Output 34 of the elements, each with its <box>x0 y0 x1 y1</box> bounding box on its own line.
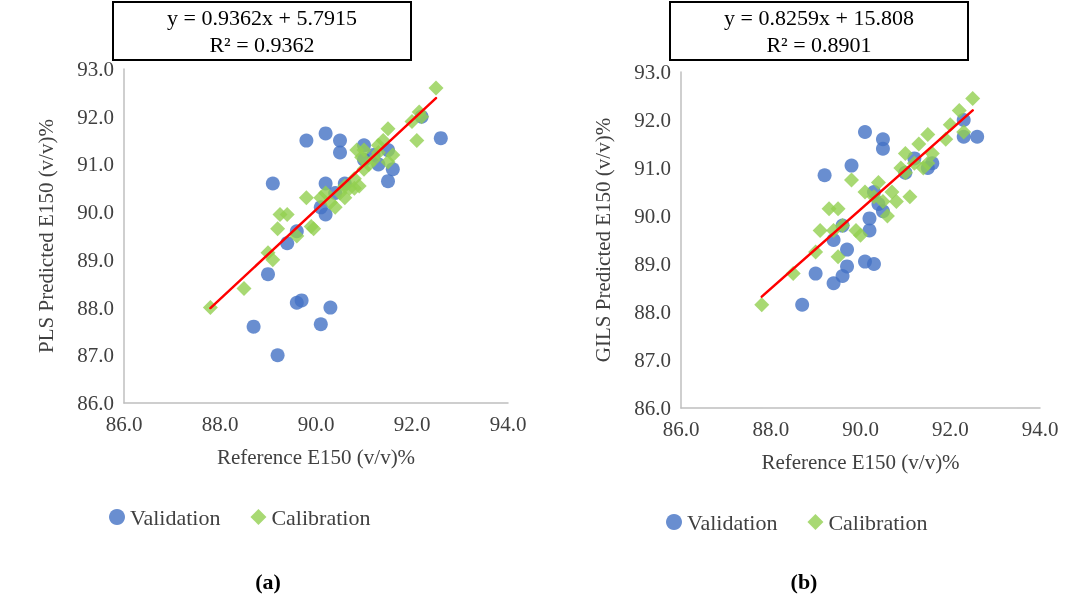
y-tick-label: 87.0 <box>77 343 114 368</box>
y-tick-label: 92.0 <box>634 108 671 132</box>
x-tick-label: 90.0 <box>842 416 879 441</box>
legend-label: Validation <box>687 509 778 535</box>
y-tick-label: 93.0 <box>77 57 114 81</box>
y-tick-label: 90.0 <box>77 200 114 225</box>
x-axis-title: Reference E150 (v/v)% <box>216 444 416 469</box>
legend-label: Validation <box>130 504 221 530</box>
x-tick-label: 94.0 <box>1021 416 1059 441</box>
y-tick-label: 93.0 <box>634 60 671 84</box>
text: (a) <box>255 568 281 594</box>
legend-label: Calibration <box>271 504 371 530</box>
y-tick-label: 89.0 <box>77 247 114 272</box>
equation-box: y = 0.8259x + 15.808 R² = 0.8901 <box>669 1 969 61</box>
y-tick-label: 91.0 <box>634 156 671 180</box>
equation-box: y = 0.9362x + 5.7915 R² = 0.9362 <box>112 1 412 61</box>
text: (b) <box>790 568 818 594</box>
y-tick-label: 92.0 <box>77 104 114 129</box>
y-tick-label: 87.0 <box>634 348 671 372</box>
x-tick-label: 92.0 <box>393 411 431 436</box>
x-tick-label: 92.0 <box>931 416 969 441</box>
x-tick-label: 90.0 <box>297 411 335 436</box>
y-axis-title: GILS Predicted E150 (v/v)% <box>590 117 615 363</box>
x-tick-label: 88.0 <box>752 416 790 441</box>
y-tick-label: 88.0 <box>77 295 114 320</box>
legend-label: Calibration <box>828 509 928 535</box>
x-tick-label: 94.0 <box>489 411 527 436</box>
y-tick-label: 88.0 <box>634 300 671 324</box>
y-axis-title: PLS Predicted E150 (v/v)% <box>33 119 58 353</box>
y-tick-label: 91.0 <box>77 152 114 177</box>
y-tick-label: 90.0 <box>634 204 671 228</box>
y-tick-label: 89.0 <box>634 252 671 276</box>
x-tick-label: 88.0 <box>201 411 239 436</box>
x-axis-title: Reference E150 (v/v)% <box>761 449 960 474</box>
